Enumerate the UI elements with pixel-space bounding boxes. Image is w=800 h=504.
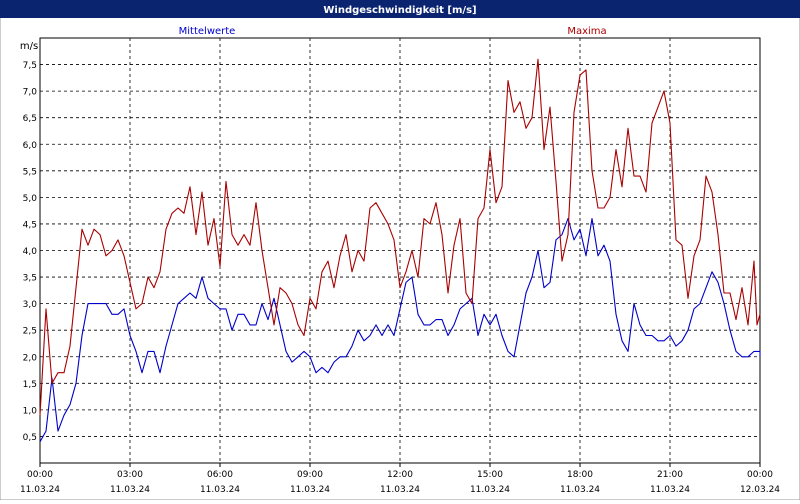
chart-title: Windgeschwindigkeit [m/s] — [323, 5, 476, 16]
x-tick-date: 11.03.24 — [290, 485, 330, 495]
x-tick-time: 06:00 — [207, 470, 233, 480]
x-tick-time: 12:00 — [387, 470, 413, 480]
title-bar — [0, 0, 800, 18]
y-tick-label: 5,5 — [23, 167, 37, 177]
y-tick-label: 1,5 — [23, 380, 37, 390]
y-tick-label: 2,5 — [23, 327, 37, 337]
legend-mittelwerte: Mittelwerte — [179, 26, 236, 37]
x-tick-date: 11.03.24 — [110, 485, 150, 495]
y-tick-label: 3,5 — [23, 274, 37, 284]
x-tick-date: 11.03.24 — [560, 485, 600, 495]
y-tick-label: 6,5 — [23, 114, 37, 124]
series-line-mittelwerte — [39, 218, 761, 443]
y-tick-label: 5,0 — [23, 194, 38, 204]
x-tick-time: 00:00 — [27, 470, 53, 480]
y-tick-label: 4,5 — [23, 220, 37, 230]
y-tick-label: 7,0 — [23, 88, 38, 98]
legend-maxima: Maxima — [567, 26, 606, 37]
grid — [39, 37, 761, 464]
y-tick-label: 1,0 — [23, 406, 38, 416]
y-axis-label: m/s — [20, 41, 38, 52]
y-tick-label: 6,0 — [23, 141, 38, 151]
x-tick-date: 11.03.24 — [650, 485, 690, 495]
x-tick-time: 18:00 — [567, 470, 593, 480]
x-tick-date: 11.03.24 — [470, 485, 510, 495]
y-tick-label: 4,0 — [23, 247, 38, 257]
x-tick-date: 11.03.24 — [200, 485, 240, 495]
x-tick-date: 11.03.24 — [380, 485, 420, 495]
series-lines — [39, 58, 761, 443]
x-tick-time: 03:00 — [117, 470, 143, 480]
y-tick-label: 2,0 — [23, 353, 38, 363]
x-tick-date: 12.03.24 — [740, 485, 780, 495]
y-tick-label: 3,0 — [23, 300, 38, 310]
axes: 0,5 1,0 1,5 2,0 2,5 3,0 3,5 4,0 4,5 5,0 5,5 6,0 6,5 7… — [20, 61, 780, 495]
x-tick-time: 09:00 — [297, 470, 323, 480]
y-tick-label: 7,5 — [23, 61, 37, 71]
x-tick-date: 11.03.24 — [20, 485, 60, 495]
x-tick-time: 21:00 — [657, 470, 683, 480]
x-tick-time: 00:00 — [747, 470, 773, 480]
x-tick-time: 15:00 — [477, 470, 503, 480]
series-line-maxima — [39, 58, 761, 416]
y-tick-label: 0,5 — [23, 433, 37, 443]
